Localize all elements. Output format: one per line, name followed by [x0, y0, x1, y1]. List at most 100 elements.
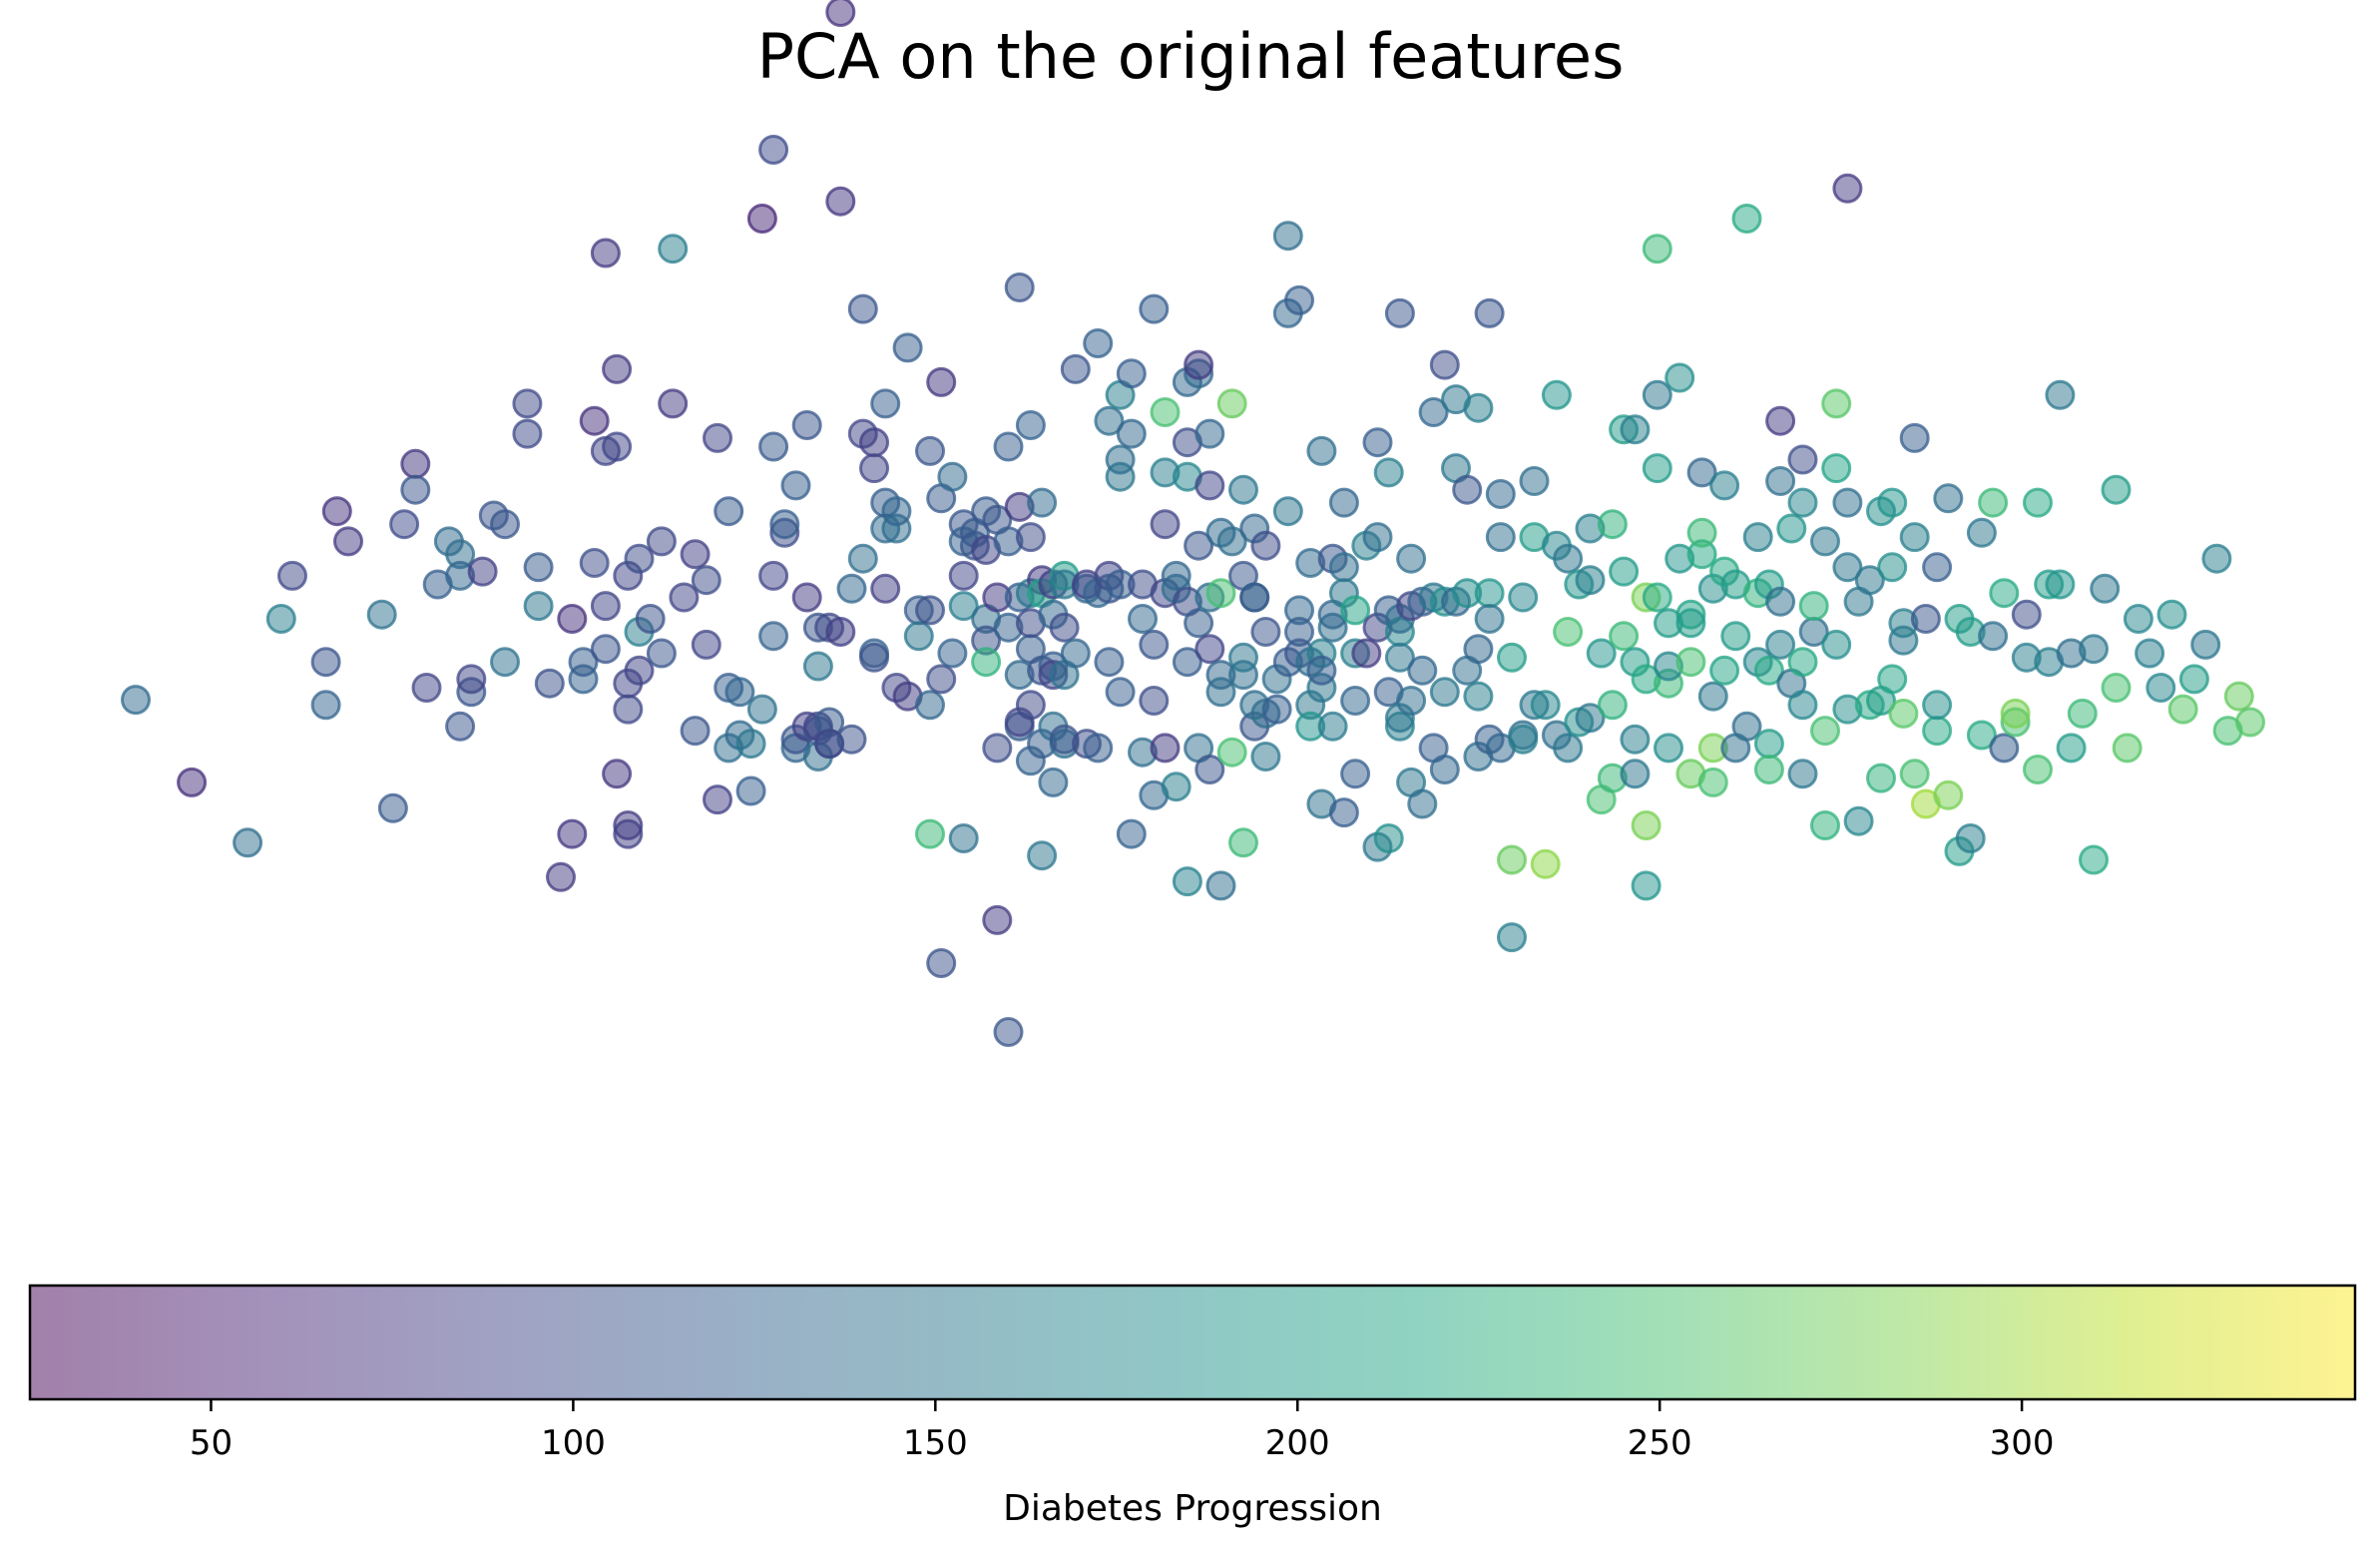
data-point: [1083, 733, 1114, 764]
data-point: [1821, 388, 1852, 419]
data-point: [746, 204, 777, 234]
colorbar-tick-label: 100: [541, 1423, 606, 1463]
data-point: [1015, 410, 1046, 440]
data-point: [1172, 647, 1202, 678]
data-point: [758, 431, 789, 462]
data-point: [1620, 759, 1651, 789]
colorbar: 50 100 150 200 250 300 Diabetes Progression: [28, 1284, 2357, 1529]
data-point: [602, 431, 633, 462]
data-point: [937, 638, 968, 669]
data-point: [1519, 466, 1550, 496]
data-point: [1340, 759, 1371, 789]
data-point: [1654, 733, 1683, 764]
data-point: [2023, 487, 2053, 518]
data-point: [1094, 647, 1125, 678]
data-point: [825, 617, 856, 647]
data-point: [1877, 487, 1908, 518]
data-point: [1015, 690, 1046, 721]
data-point: [1463, 634, 1494, 665]
data-point: [1675, 608, 1706, 639]
data-point: [1272, 221, 1303, 252]
data-point: [1004, 272, 1035, 302]
data-point: [635, 604, 666, 634]
data-point: [1194, 470, 1225, 501]
data-point: [1821, 453, 1852, 484]
data-point: [1675, 647, 1706, 678]
data-point: [2178, 664, 2209, 695]
data-point: [233, 827, 263, 858]
data-point: [1452, 474, 1483, 505]
data-point: [1083, 328, 1114, 358]
data-point: [1933, 483, 1964, 514]
data-point: [825, 186, 856, 217]
data-point: [724, 677, 755, 708]
data-point: [568, 647, 599, 678]
data-point: [613, 818, 644, 849]
data-point: [1877, 552, 1908, 583]
data-point: [1396, 686, 1427, 716]
data-point: [1049, 612, 1080, 643]
data-point: [2156, 599, 2187, 630]
data-point: [1765, 586, 1796, 617]
data-point: [1250, 742, 1281, 772]
data-point: [2101, 474, 2132, 505]
data-point: [1642, 379, 1672, 410]
data-point: [1463, 392, 1494, 423]
data-point: [1609, 556, 1640, 587]
data-point: [1877, 664, 1908, 695]
data-point: [1139, 686, 1170, 716]
data-point: [445, 711, 476, 742]
data-point: [769, 509, 800, 540]
data-point: [1150, 397, 1181, 427]
data-point: [1384, 297, 1415, 328]
data-point: [1139, 629, 1170, 660]
data-point: [512, 388, 543, 419]
data-point: [1753, 729, 1784, 760]
data-point: [993, 431, 1024, 462]
data-point: [859, 453, 889, 484]
data-point: [1922, 716, 1953, 747]
data-point: [546, 861, 576, 892]
data-point: [1094, 405, 1125, 436]
data-point: [859, 642, 889, 673]
data-point: [467, 556, 498, 587]
data-point: [1553, 543, 1584, 574]
data-point: [1250, 530, 1281, 561]
data-point: [590, 634, 621, 665]
data-point: [1731, 711, 1762, 742]
data-point: [1362, 427, 1393, 458]
data-point: [389, 509, 420, 540]
data-point: [1765, 466, 1796, 496]
data-point: [1306, 655, 1337, 686]
data-point: [2090, 573, 2121, 604]
data-point: [523, 552, 554, 583]
data-point: [1642, 234, 1672, 264]
data-point: [1317, 711, 1348, 742]
data-point: [1497, 922, 1527, 953]
data-point: [1553, 733, 1584, 764]
data-point: [1027, 840, 1058, 871]
data-point: [948, 560, 979, 591]
data-point: [1116, 418, 1147, 449]
data-point: [1821, 629, 1852, 660]
data-point: [1709, 470, 1740, 501]
data-point: [1832, 173, 1863, 204]
data-point: [2167, 694, 2198, 725]
data-point: [1686, 517, 1717, 548]
data-point: [557, 818, 588, 849]
data-point: [646, 638, 677, 669]
data-point: [669, 582, 700, 613]
data-point: [691, 629, 721, 660]
data-point: [1508, 724, 1539, 755]
data-point: [1586, 638, 1617, 669]
data-point: [1642, 582, 1672, 613]
data-point: [1205, 578, 1236, 609]
data-point: [602, 759, 633, 789]
data-point: [1351, 638, 1382, 669]
data-point: [1966, 517, 1997, 548]
data-point: [1753, 655, 1784, 686]
data-point: [1216, 526, 1247, 557]
data-point: [121, 685, 151, 716]
data-point: [1575, 703, 1606, 734]
data-point: [937, 461, 968, 492]
